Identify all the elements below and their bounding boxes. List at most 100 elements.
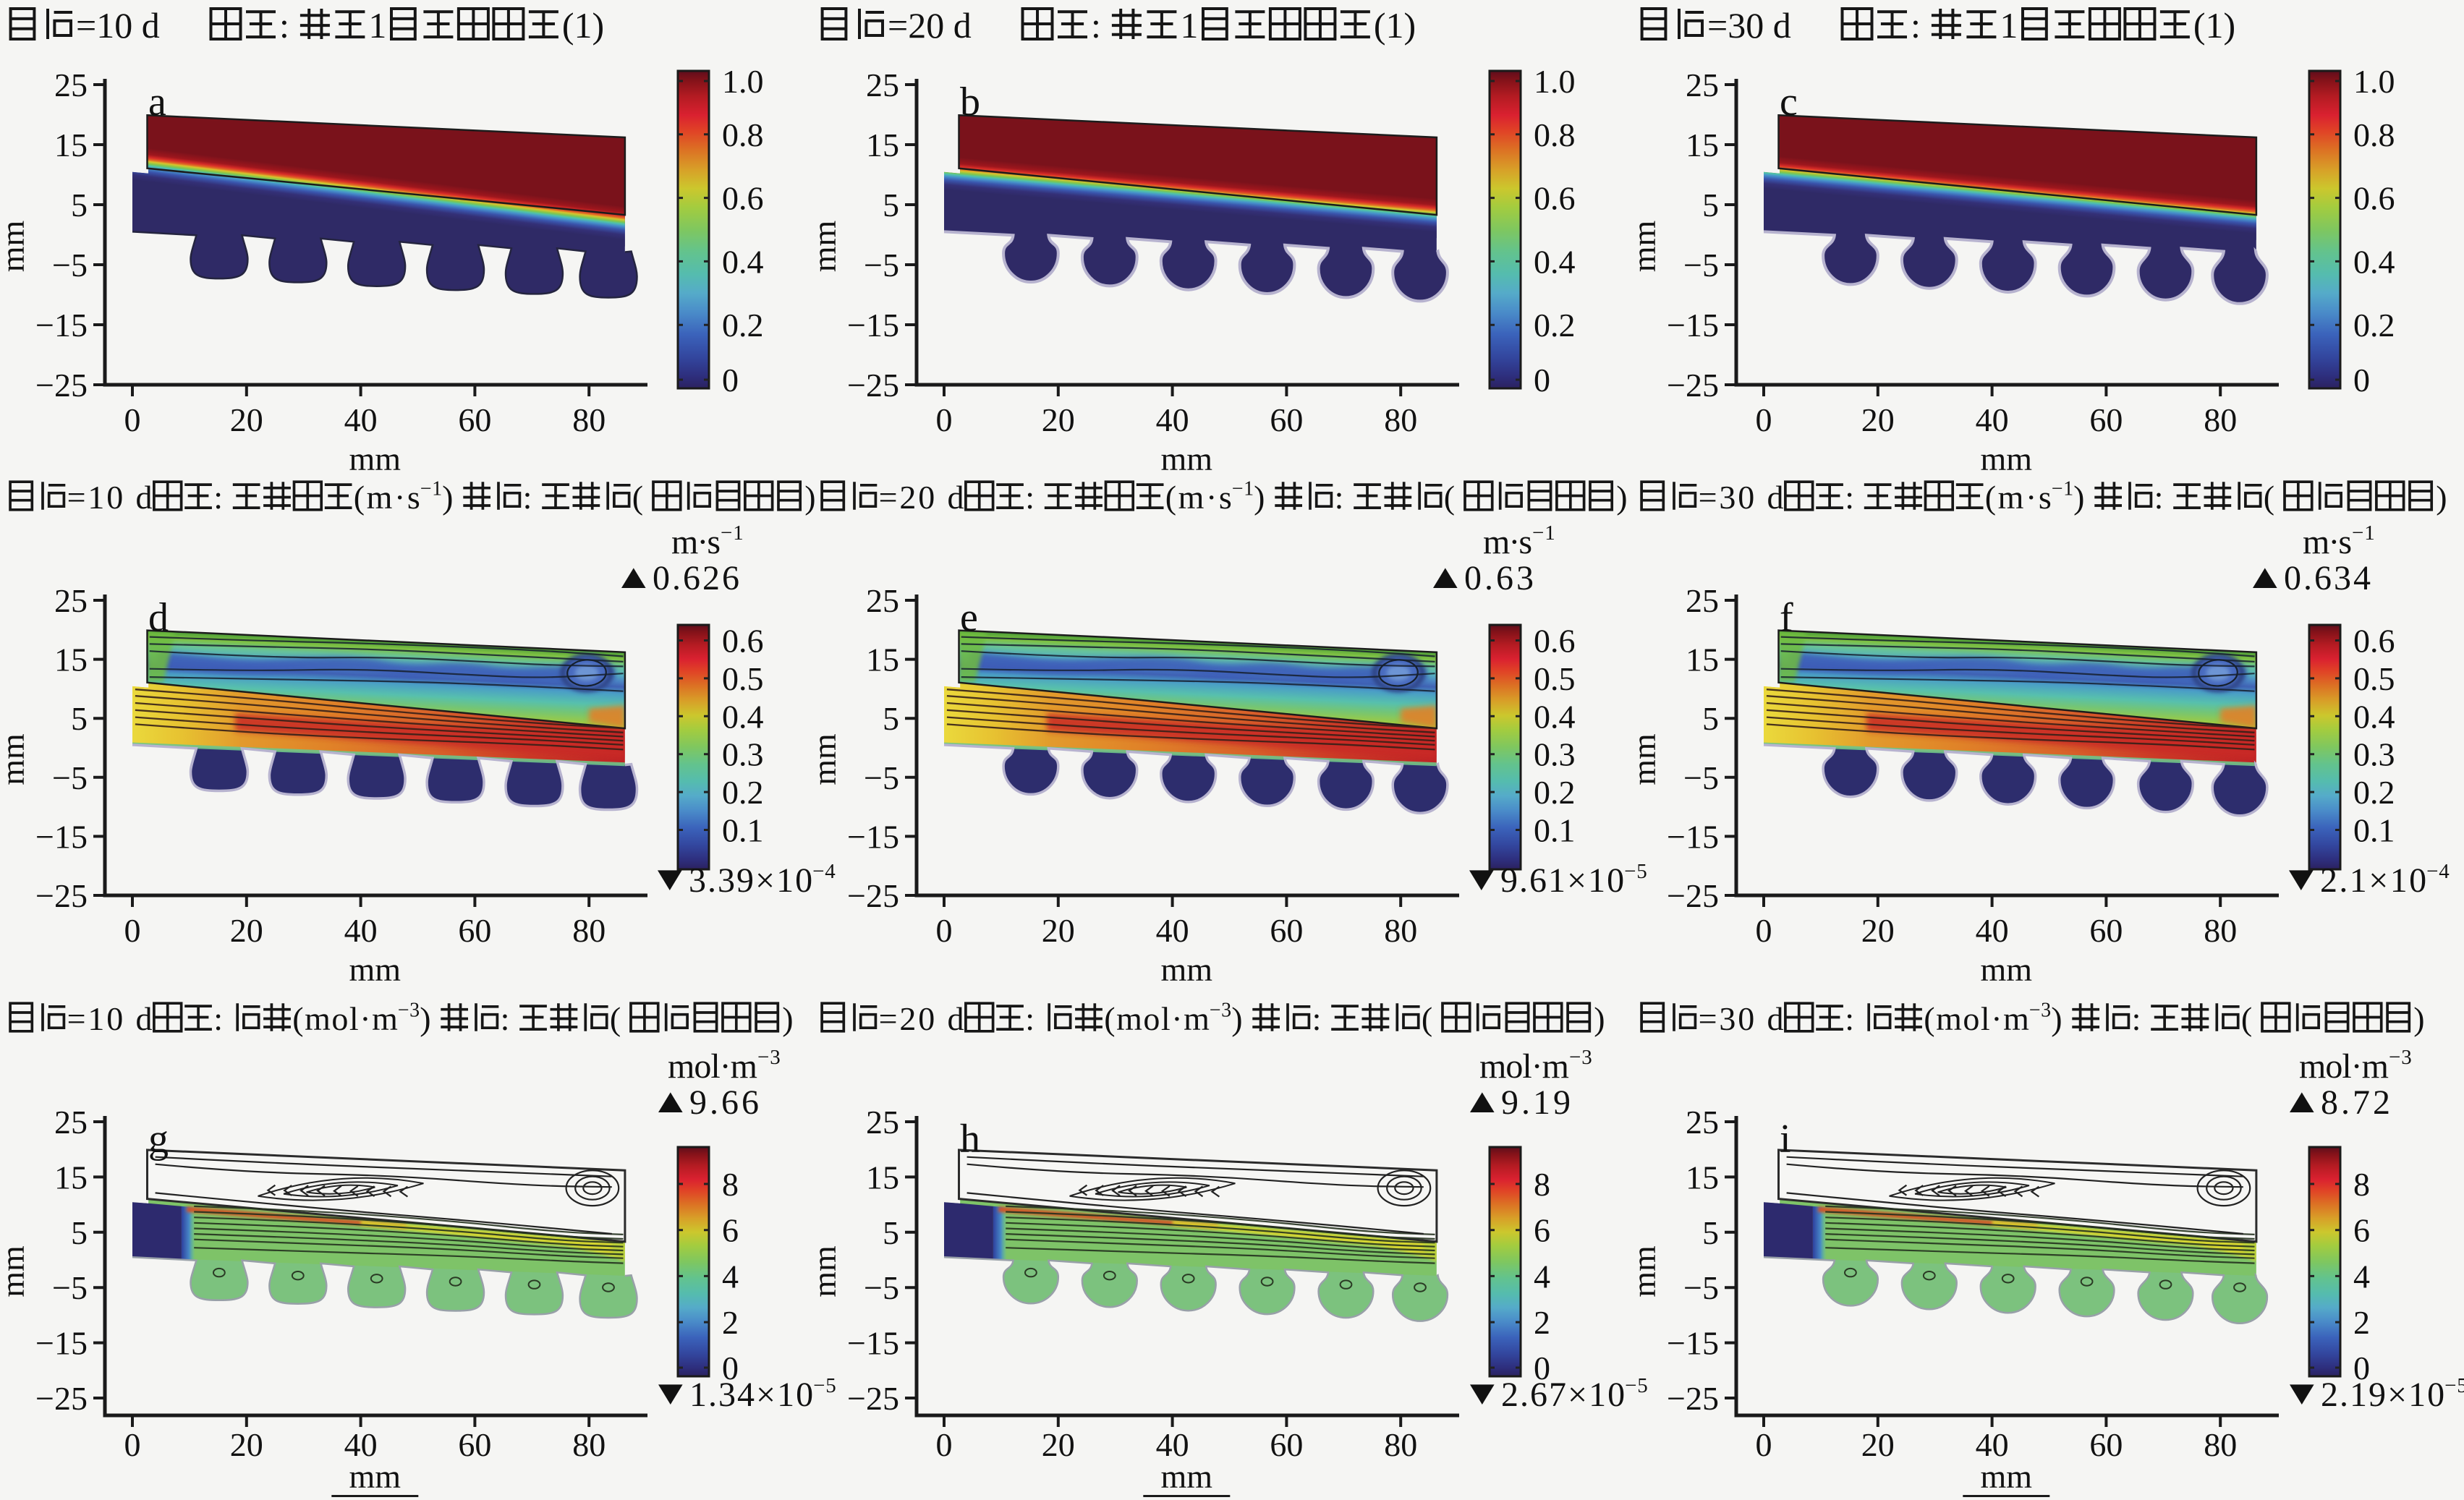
svg-text:mm: mm (806, 733, 843, 785)
svg-text:40: 40 (344, 401, 378, 438)
svg-text:−5: −5 (1683, 247, 1719, 284)
svg-text:−1: −1 (721, 521, 744, 545)
svg-text::: : (279, 5, 289, 46)
svg-text:0.5: 0.5 (1534, 660, 1576, 697)
svg-text:0.626: 0.626 (653, 559, 739, 597)
svg-text:−5: −5 (1625, 1374, 1648, 1397)
svg-text:1.34×10: 1.34×10 (689, 1376, 813, 1414)
svg-text:−3: −3 (2389, 1046, 2412, 1069)
svg-text:(m·s: (m·s (1165, 479, 1232, 516)
svg-text:40: 40 (1976, 401, 2009, 438)
svg-text:−3: −3 (757, 1046, 781, 1069)
svg-text:0: 0 (1756, 912, 1772, 949)
svg-text:0.8: 0.8 (2353, 116, 2395, 153)
svg-text:25: 25 (1686, 67, 1719, 103)
svg-text:=20 d: =20 d (879, 1000, 964, 1037)
svg-text:0.6: 0.6 (722, 623, 764, 660)
svg-text:0.4: 0.4 (722, 698, 764, 735)
svg-text:): ) (420, 1000, 430, 1037)
svg-text:(1): (1) (2193, 5, 2235, 46)
svg-text:2: 2 (722, 1304, 739, 1341)
svg-text:−5: −5 (813, 1374, 836, 1397)
svg-text:−5: −5 (864, 759, 899, 796)
svg-text:0: 0 (1756, 1426, 1772, 1463)
svg-text:25: 25 (1686, 1104, 1719, 1141)
svg-text:−25: −25 (847, 877, 899, 914)
svg-text::: : (1091, 5, 1101, 46)
svg-text:2.67×10: 2.67×10 (1501, 1376, 1625, 1414)
svg-text:80: 80 (1384, 401, 1417, 438)
svg-text::: : (1845, 479, 1854, 516)
svg-text:−15: −15 (35, 307, 88, 344)
svg-text:80: 80 (572, 1426, 606, 1463)
svg-text:): ) (2413, 1000, 2424, 1037)
svg-text:2: 2 (1534, 1304, 1550, 1341)
svg-text:g: g (148, 1117, 169, 1162)
svg-text:25: 25 (866, 1104, 899, 1141)
svg-text:(: ( (2264, 479, 2274, 516)
svg-text:(: ( (1444, 479, 1455, 516)
svg-text:0.5: 0.5 (722, 660, 764, 697)
svg-text:6: 6 (1534, 1212, 1550, 1249)
svg-text:): ) (2073, 479, 2084, 516)
svg-text:i: i (1780, 1117, 1791, 1162)
svg-text::: : (523, 479, 532, 516)
svg-text:0: 0 (936, 401, 953, 438)
svg-text:(m·s: (m·s (1985, 479, 2052, 516)
svg-text::: : (2154, 479, 2164, 516)
svg-text:5: 5 (883, 1214, 899, 1251)
svg-text:−1: −1 (1232, 478, 1254, 500)
svg-text:−5: −5 (1624, 860, 1647, 883)
svg-text:40: 40 (1156, 401, 1189, 438)
svg-text:(m·s: (m·s (354, 479, 420, 516)
svg-text:0.3: 0.3 (1534, 736, 1576, 773)
svg-text:−5: −5 (1683, 1269, 1719, 1306)
svg-text:−15: −15 (847, 818, 899, 855)
svg-text:8.72: 8.72 (2321, 1083, 2390, 1122)
svg-text:d: d (148, 595, 169, 640)
svg-text:40: 40 (1976, 912, 2009, 949)
svg-text:−15: −15 (1667, 818, 1719, 855)
svg-text::: : (1911, 5, 1921, 46)
svg-text:mm: mm (1981, 951, 2033, 988)
svg-text:20: 20 (1042, 1426, 1075, 1463)
svg-text:40: 40 (1156, 912, 1189, 949)
svg-text:25: 25 (54, 582, 88, 619)
svg-text:−5: −5 (2444, 1374, 2464, 1397)
svg-text:a: a (148, 80, 166, 124)
svg-text:15: 15 (866, 127, 899, 163)
svg-text:mm: mm (806, 1245, 843, 1297)
svg-text:mol·m: mol·m (668, 1047, 757, 1086)
svg-text:−15: −15 (847, 1325, 899, 1362)
svg-text:20: 20 (230, 912, 263, 949)
svg-text:25: 25 (866, 67, 899, 103)
svg-text:−25: −25 (847, 367, 899, 404)
svg-text:−15: −15 (1667, 307, 1719, 344)
svg-text:0: 0 (722, 1350, 739, 1386)
svg-text:mm: mm (1161, 440, 1213, 477)
svg-text:0.2: 0.2 (2353, 774, 2395, 811)
svg-text:mm: mm (1161, 1458, 1213, 1495)
svg-text:0.4: 0.4 (722, 243, 764, 280)
svg-text:5: 5 (71, 1214, 88, 1251)
svg-text:0.2: 0.2 (1534, 307, 1576, 344)
svg-text:−25: −25 (35, 877, 88, 914)
svg-text:40: 40 (1976, 1426, 2009, 1463)
svg-text:8: 8 (1534, 1166, 1550, 1203)
svg-text:mm: mm (806, 221, 843, 273)
svg-text:0.4: 0.4 (2353, 698, 2395, 735)
svg-text::: : (1025, 1000, 1035, 1037)
svg-text:mm: mm (349, 951, 402, 988)
svg-text:1.0: 1.0 (2353, 63, 2395, 100)
svg-text:0: 0 (936, 912, 953, 949)
svg-text:4: 4 (2353, 1258, 2370, 1295)
svg-text:): ) (782, 1000, 793, 1037)
svg-text:20: 20 (1042, 401, 1075, 438)
svg-text:−25: −25 (847, 1380, 899, 1417)
svg-text:(mol·m: (mol·m (1924, 1000, 2029, 1037)
svg-text:0.1: 0.1 (1534, 812, 1576, 849)
svg-text:1: 1 (2000, 5, 2018, 46)
svg-text:15: 15 (866, 642, 899, 678)
svg-text:20: 20 (230, 401, 263, 438)
svg-text:25: 25 (1686, 582, 1719, 619)
